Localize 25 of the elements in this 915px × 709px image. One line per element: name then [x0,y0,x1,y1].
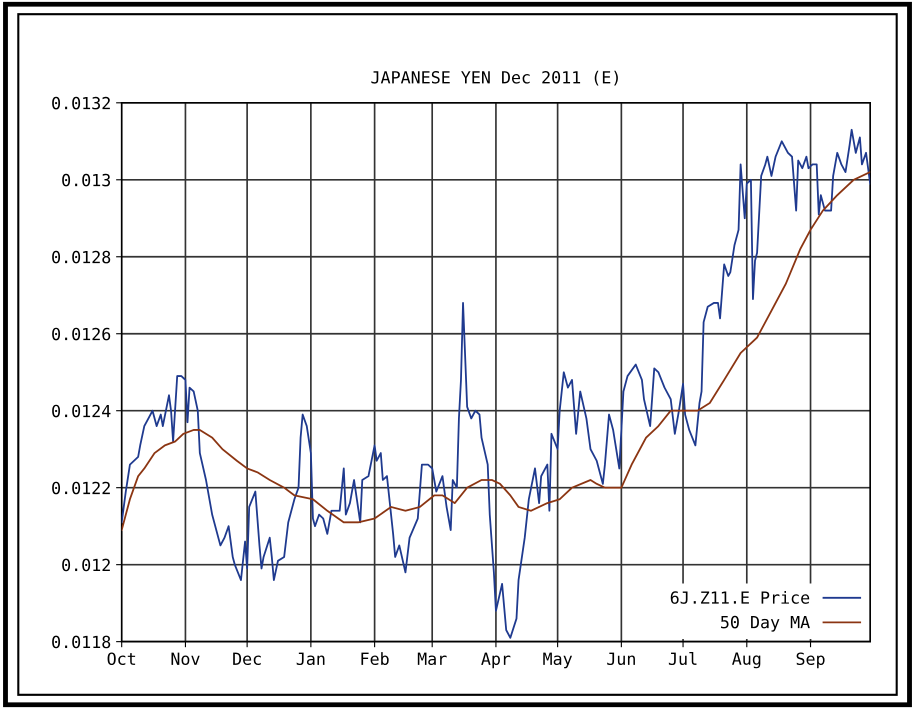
x-tick-label: May [543,652,572,668]
x-tick-label: Jan [296,652,324,666]
y-tick-label: 0.0122 [52,482,110,494]
chart-title: JAPANESE YEN Dec 2011 (E) [371,70,618,86]
legend-label: 6J.Z11.E Price [670,590,810,604]
y-tick-label: 0.0132 [52,96,110,110]
x-tick-label: Jul [668,652,696,666]
y-tick-label: 0.0124 [52,404,110,418]
y-tick-label: 0.0128 [52,250,110,264]
x-tick-label: Mar [418,652,447,666]
x-tick-label: Apr [481,652,510,668]
y-tick-label: 0.0118 [52,636,110,648]
line-series [122,128,870,639]
y-tick-label: 0.013 [62,174,110,186]
x-tick-label: Aug [732,652,760,668]
x-tick-label: Sep [796,652,825,668]
line-series [122,171,870,531]
x-tick-label: Feb [361,652,389,666]
x-tick-label: Dec [233,652,261,666]
y-tick-label: 0.012 [62,558,110,572]
x-tick-label: Oct [108,652,136,666]
x-tick-label: Nov [172,652,200,666]
legend-label: 50 Day MA [721,616,810,632]
y-tick-label: 0.0126 [52,328,110,340]
x-tick-label: Jun [607,652,635,666]
